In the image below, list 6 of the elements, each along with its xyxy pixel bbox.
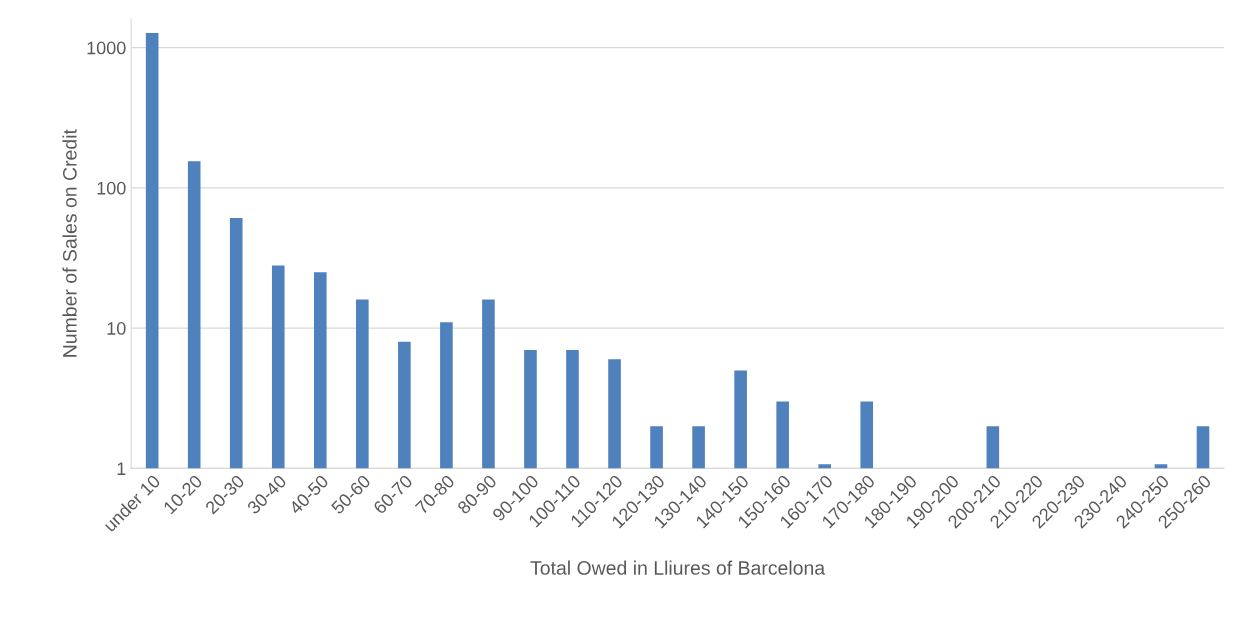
y-tick-label: 100 [97,181,126,195]
y-tick-label: 1 [117,462,126,475]
x-axis-title: Total Owed in Lliures of Barcelona [530,560,826,575]
y-tick-label: 10 [107,322,126,335]
y-tick-label: 1000 [87,41,126,55]
y-axis-title: Number of Sales on Credit [62,129,77,357]
